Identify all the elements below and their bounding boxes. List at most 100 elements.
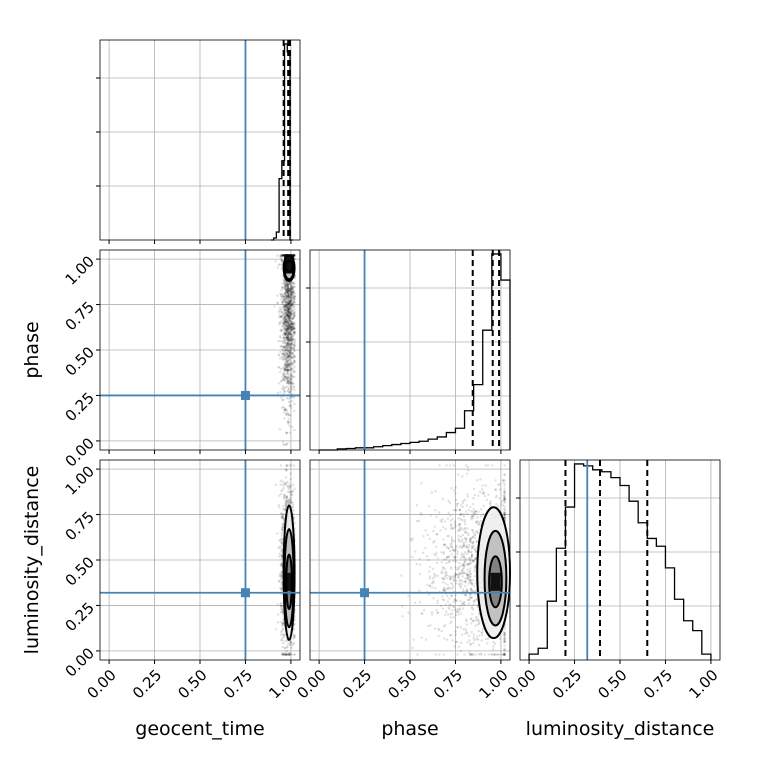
scatter-point (292, 347, 295, 351)
scatter-point (441, 598, 444, 601)
scatter-point (293, 365, 296, 368)
scatter-point (463, 557, 467, 560)
scatter-point (409, 537, 412, 541)
scatter-point (287, 331, 291, 335)
scatter-point (412, 638, 415, 641)
scatter-point (285, 303, 288, 307)
x-tick-label: 1.00 (685, 666, 721, 702)
scatter-point (434, 509, 437, 512)
scatter-point (283, 331, 286, 335)
scatter-point (288, 336, 291, 339)
scatter-point (289, 350, 292, 353)
scatter-point (288, 288, 291, 291)
scatter-point (290, 494, 294, 497)
scatter-point (438, 464, 441, 467)
scatter-point (291, 285, 294, 289)
scatter-point (467, 570, 470, 574)
scatter-point (291, 291, 295, 294)
scatter-point (503, 633, 506, 636)
scatter-point (287, 339, 291, 343)
scatter-point (284, 296, 287, 299)
scatter-point (452, 508, 456, 512)
scatter-point (503, 513, 506, 517)
scatter-point (278, 321, 282, 325)
scatter-point (281, 633, 285, 636)
scatter-point (503, 644, 506, 647)
scatter-point (465, 464, 468, 467)
scatter-point (285, 336, 288, 339)
scatter-point (293, 330, 296, 334)
scatter-point (287, 387, 291, 391)
scatter-point (286, 303, 289, 307)
scatter-point (286, 363, 290, 366)
scatter-point (283, 295, 287, 298)
scatter-point (293, 349, 296, 352)
scatter-point (292, 396, 295, 399)
scatter-point (290, 328, 294, 331)
scatter-point (285, 327, 288, 331)
scatter-point (283, 285, 286, 288)
scatter-point (280, 289, 283, 292)
scatter-point (441, 572, 444, 575)
scatter-point (293, 297, 296, 301)
scatter-point (279, 344, 282, 348)
scatter-point (279, 328, 282, 331)
scatter-point (285, 360, 289, 363)
scatter-point (287, 290, 290, 294)
x-axis-label: geocent_time (135, 718, 264, 740)
scatter-point (292, 464, 296, 467)
scatter-point (281, 295, 284, 298)
scatter-point (435, 608, 438, 612)
scatter-point (284, 336, 287, 339)
scatter-point (285, 369, 289, 372)
scatter-point (284, 323, 287, 327)
scatter-point (466, 573, 469, 577)
scatter-point (291, 292, 294, 296)
scatter-point (466, 576, 469, 579)
scatter-point (280, 254, 284, 257)
scatter-point (286, 372, 290, 376)
scatter-point (283, 297, 286, 300)
scatter-point (284, 341, 287, 345)
scatter-point (290, 299, 293, 302)
scatter-point (277, 382, 281, 385)
scatter-point (285, 281, 289, 284)
scatter-point (286, 298, 290, 301)
scatter-point (293, 332, 296, 335)
scatter-point (282, 378, 285, 382)
scatter-point (287, 315, 291, 318)
scatter-point (285, 356, 288, 360)
scatter-point (441, 566, 444, 570)
scatter-point (290, 343, 294, 346)
scatter-point (281, 348, 284, 351)
scatter-point (458, 539, 462, 543)
scatter-point (289, 296, 292, 300)
scatter-point (286, 360, 289, 363)
scatter-point (282, 392, 285, 395)
scatter-point (452, 616, 455, 619)
scatter-point (286, 291, 290, 295)
scatter-point (293, 311, 296, 314)
scatter-point (493, 642, 497, 645)
scatter-point (274, 628, 278, 631)
scatter-point (421, 551, 425, 555)
scatter-point (287, 317, 291, 320)
scatter-point (288, 404, 292, 408)
scatter-point (279, 336, 282, 339)
scatter-point (428, 577, 431, 580)
scatter-point (454, 486, 458, 489)
scatter-point (293, 375, 296, 378)
scatter-point (290, 320, 294, 323)
scatter-point (291, 375, 295, 379)
scatter-point (288, 351, 292, 355)
scatter-point (494, 479, 497, 482)
scatter-point (293, 370, 296, 373)
scatter-point (285, 295, 289, 299)
scatter-point (286, 343, 289, 347)
scatter-point (286, 285, 289, 289)
scatter-point (287, 348, 291, 352)
scatter-point (291, 309, 294, 313)
scatter-point (427, 624, 430, 628)
scatter-point (290, 287, 294, 291)
scatter-point (291, 337, 295, 340)
